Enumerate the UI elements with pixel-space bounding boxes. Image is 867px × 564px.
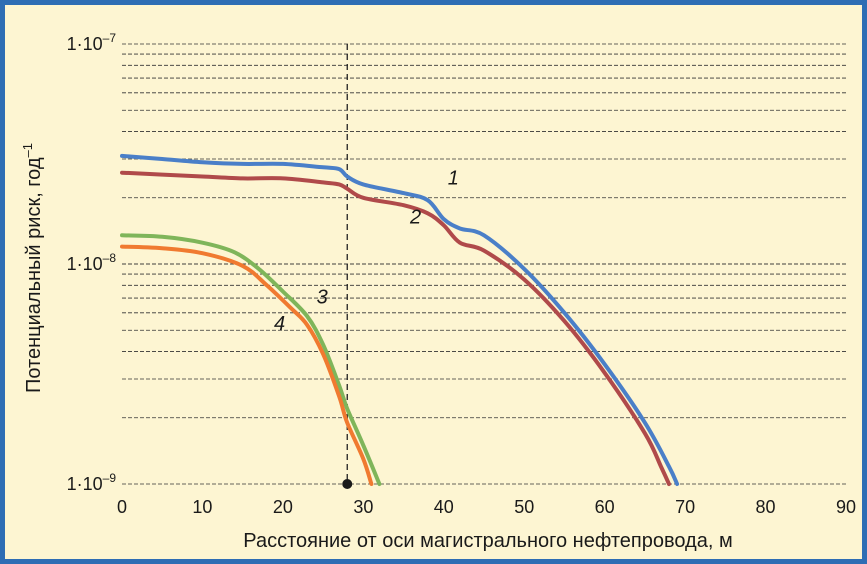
y-tick-label: 1·10–7: [67, 31, 117, 54]
y-tick-labels: 1·10–91·10–81·10–7: [67, 31, 117, 494]
x-axis-label: Расстояние от оси магистрального нефтепр…: [243, 530, 732, 552]
grid-lines: [122, 43, 846, 485]
y-tick-label: 1·10–8: [67, 251, 117, 274]
x-tick-label: 60: [595, 497, 615, 517]
x-tick-label: 40: [434, 497, 454, 517]
y-tick-mantissa: 1·10: [67, 254, 103, 274]
curve-label-2: 2: [409, 206, 421, 228]
y-tick-label: 1·10–9: [67, 471, 117, 494]
series-line-3: [120, 233, 382, 486]
series-line-4: [120, 244, 374, 486]
x-tick-label: 0: [117, 497, 127, 517]
x-tick-label: 10: [192, 497, 212, 517]
curve-label-1: 1: [448, 167, 459, 189]
y-tick-mantissa: 1·10: [67, 34, 103, 54]
x-tick-label: 80: [756, 497, 776, 517]
x-tick-labels: 0 10 20 30 40 50 60 70 80 90: [117, 497, 856, 517]
x-tick-label: 90: [836, 497, 856, 517]
y-axis-label: Потенциальный риск, год–1: [20, 143, 45, 393]
series-line-1: [120, 153, 680, 486]
curve-labels: 1 2 3 4: [274, 167, 459, 335]
y-tick-exponent: –8: [103, 251, 117, 265]
x-tick-label: 70: [675, 497, 695, 517]
y-axis-label-text: Потенциальный риск, год: [23, 157, 45, 393]
x-tick-label: 20: [273, 497, 293, 517]
marker-point: [342, 479, 353, 489]
x-tick-label: 30: [353, 497, 373, 517]
y-tick-exponent: –7: [103, 31, 117, 45]
y-tick-exponent: –9: [103, 471, 117, 485]
curve-label-3: 3: [317, 287, 328, 309]
curve-label-4: 4: [274, 313, 285, 335]
y-tick-mantissa: 1·10: [67, 474, 103, 494]
x-tick-label: 50: [514, 497, 534, 517]
y-axis-label-superscript: –1: [20, 143, 35, 157]
series-group: [120, 153, 680, 486]
series-line-2: [120, 170, 671, 486]
